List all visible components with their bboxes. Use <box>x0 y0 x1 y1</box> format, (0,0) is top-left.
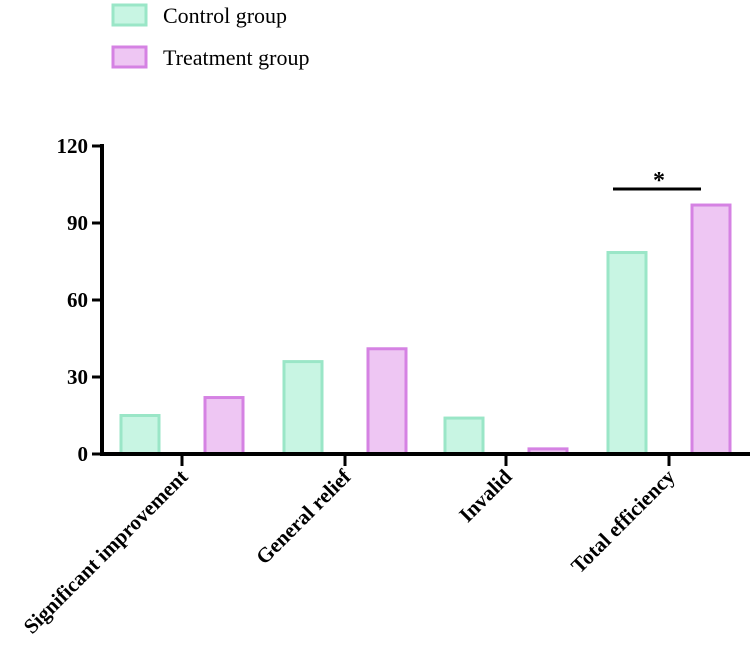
y-tick-label-90: 90 <box>67 211 88 235</box>
bar-control-group-significant-improvement <box>119 414 161 456</box>
y-tick-label-0: 0 <box>78 442 89 466</box>
y-tick-label-60: 60 <box>67 288 88 312</box>
bar-treatment-group-significant-improvement <box>203 396 245 456</box>
y-tick-label-120: 120 <box>57 134 89 158</box>
legend-swatch-treatment-group <box>111 45 148 69</box>
x-tick-label-invalid: Invalid <box>454 464 517 527</box>
bars-group <box>119 203 732 456</box>
bar-control-group-invalid <box>443 416 485 456</box>
legend-swatch-control-group <box>111 3 148 27</box>
x-tick-label-significant-improvement: Significant improvement <box>19 465 193 639</box>
legend: Control group Treatment group <box>111 3 309 70</box>
bar-treatment-group-general-relief <box>366 347 408 456</box>
x-tick-label-total-efficiency: Total efficiency <box>566 464 680 578</box>
significance-marker: * <box>653 168 665 194</box>
legend-label-treatment-group: Treatment group <box>163 45 309 70</box>
bar-control-group-total-efficiency <box>606 251 648 456</box>
y-tick-label-30: 30 <box>67 365 88 389</box>
bar-control-group-general-relief <box>282 360 324 456</box>
legend-label-control-group: Control group <box>163 3 287 28</box>
bar-treatment-group-total-efficiency <box>690 203 732 456</box>
x-tick-label-general-relief: General relief <box>251 464 356 569</box>
annotations-group: * <box>613 168 701 194</box>
